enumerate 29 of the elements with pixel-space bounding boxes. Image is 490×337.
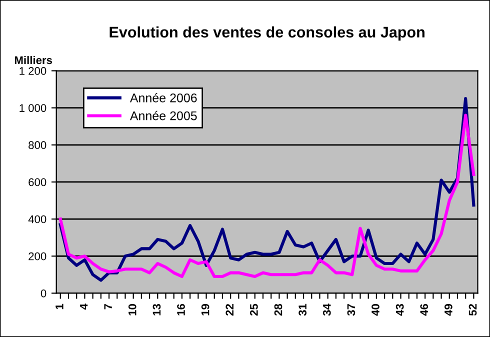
x-tick-label: 43 bbox=[396, 304, 404, 316]
x-tick-label: 37 bbox=[347, 304, 356, 316]
y-tick-label: 1 000 bbox=[20, 104, 46, 112]
x-tick-label: 4 bbox=[80, 304, 88, 310]
x-tick-label: 40 bbox=[372, 304, 380, 316]
y-tick-label: 0 bbox=[40, 289, 46, 298]
legend-label: Année 2005 bbox=[130, 110, 197, 120]
x-tick-label: 46 bbox=[420, 304, 428, 316]
y-tick-label: 600 bbox=[28, 178, 46, 186]
x-tick-label: 22 bbox=[226, 304, 234, 316]
x-tick-label: 34 bbox=[322, 304, 331, 316]
x-tick-label: 16 bbox=[177, 304, 185, 316]
chart-title: Evolution des ventes de consoles au Japon bbox=[110, 26, 424, 41]
y-tick-label: 200 bbox=[28, 252, 46, 260]
y-tick-label: 800 bbox=[28, 141, 46, 150]
x-tick-label: 49 bbox=[444, 304, 452, 316]
x-tick-label: 1 bbox=[56, 304, 64, 310]
x-tick-label: 28 bbox=[274, 304, 282, 316]
x-tick-label: 19 bbox=[201, 304, 210, 316]
x-tick-label: 31 bbox=[298, 304, 307, 316]
x-tick-label: 10 bbox=[128, 304, 136, 316]
y-tick-label: 1 200 bbox=[20, 67, 46, 75]
y-axis-title: Milliers bbox=[14, 56, 52, 64]
x-tick-label: 7 bbox=[104, 304, 112, 310]
legend-label: Année 2006 bbox=[130, 92, 197, 102]
x-tick-label: 13 bbox=[152, 304, 161, 316]
x-tick-label: 52 bbox=[468, 304, 477, 316]
x-tick-label: 25 bbox=[250, 304, 258, 316]
y-tick-label: 400 bbox=[28, 215, 46, 224]
